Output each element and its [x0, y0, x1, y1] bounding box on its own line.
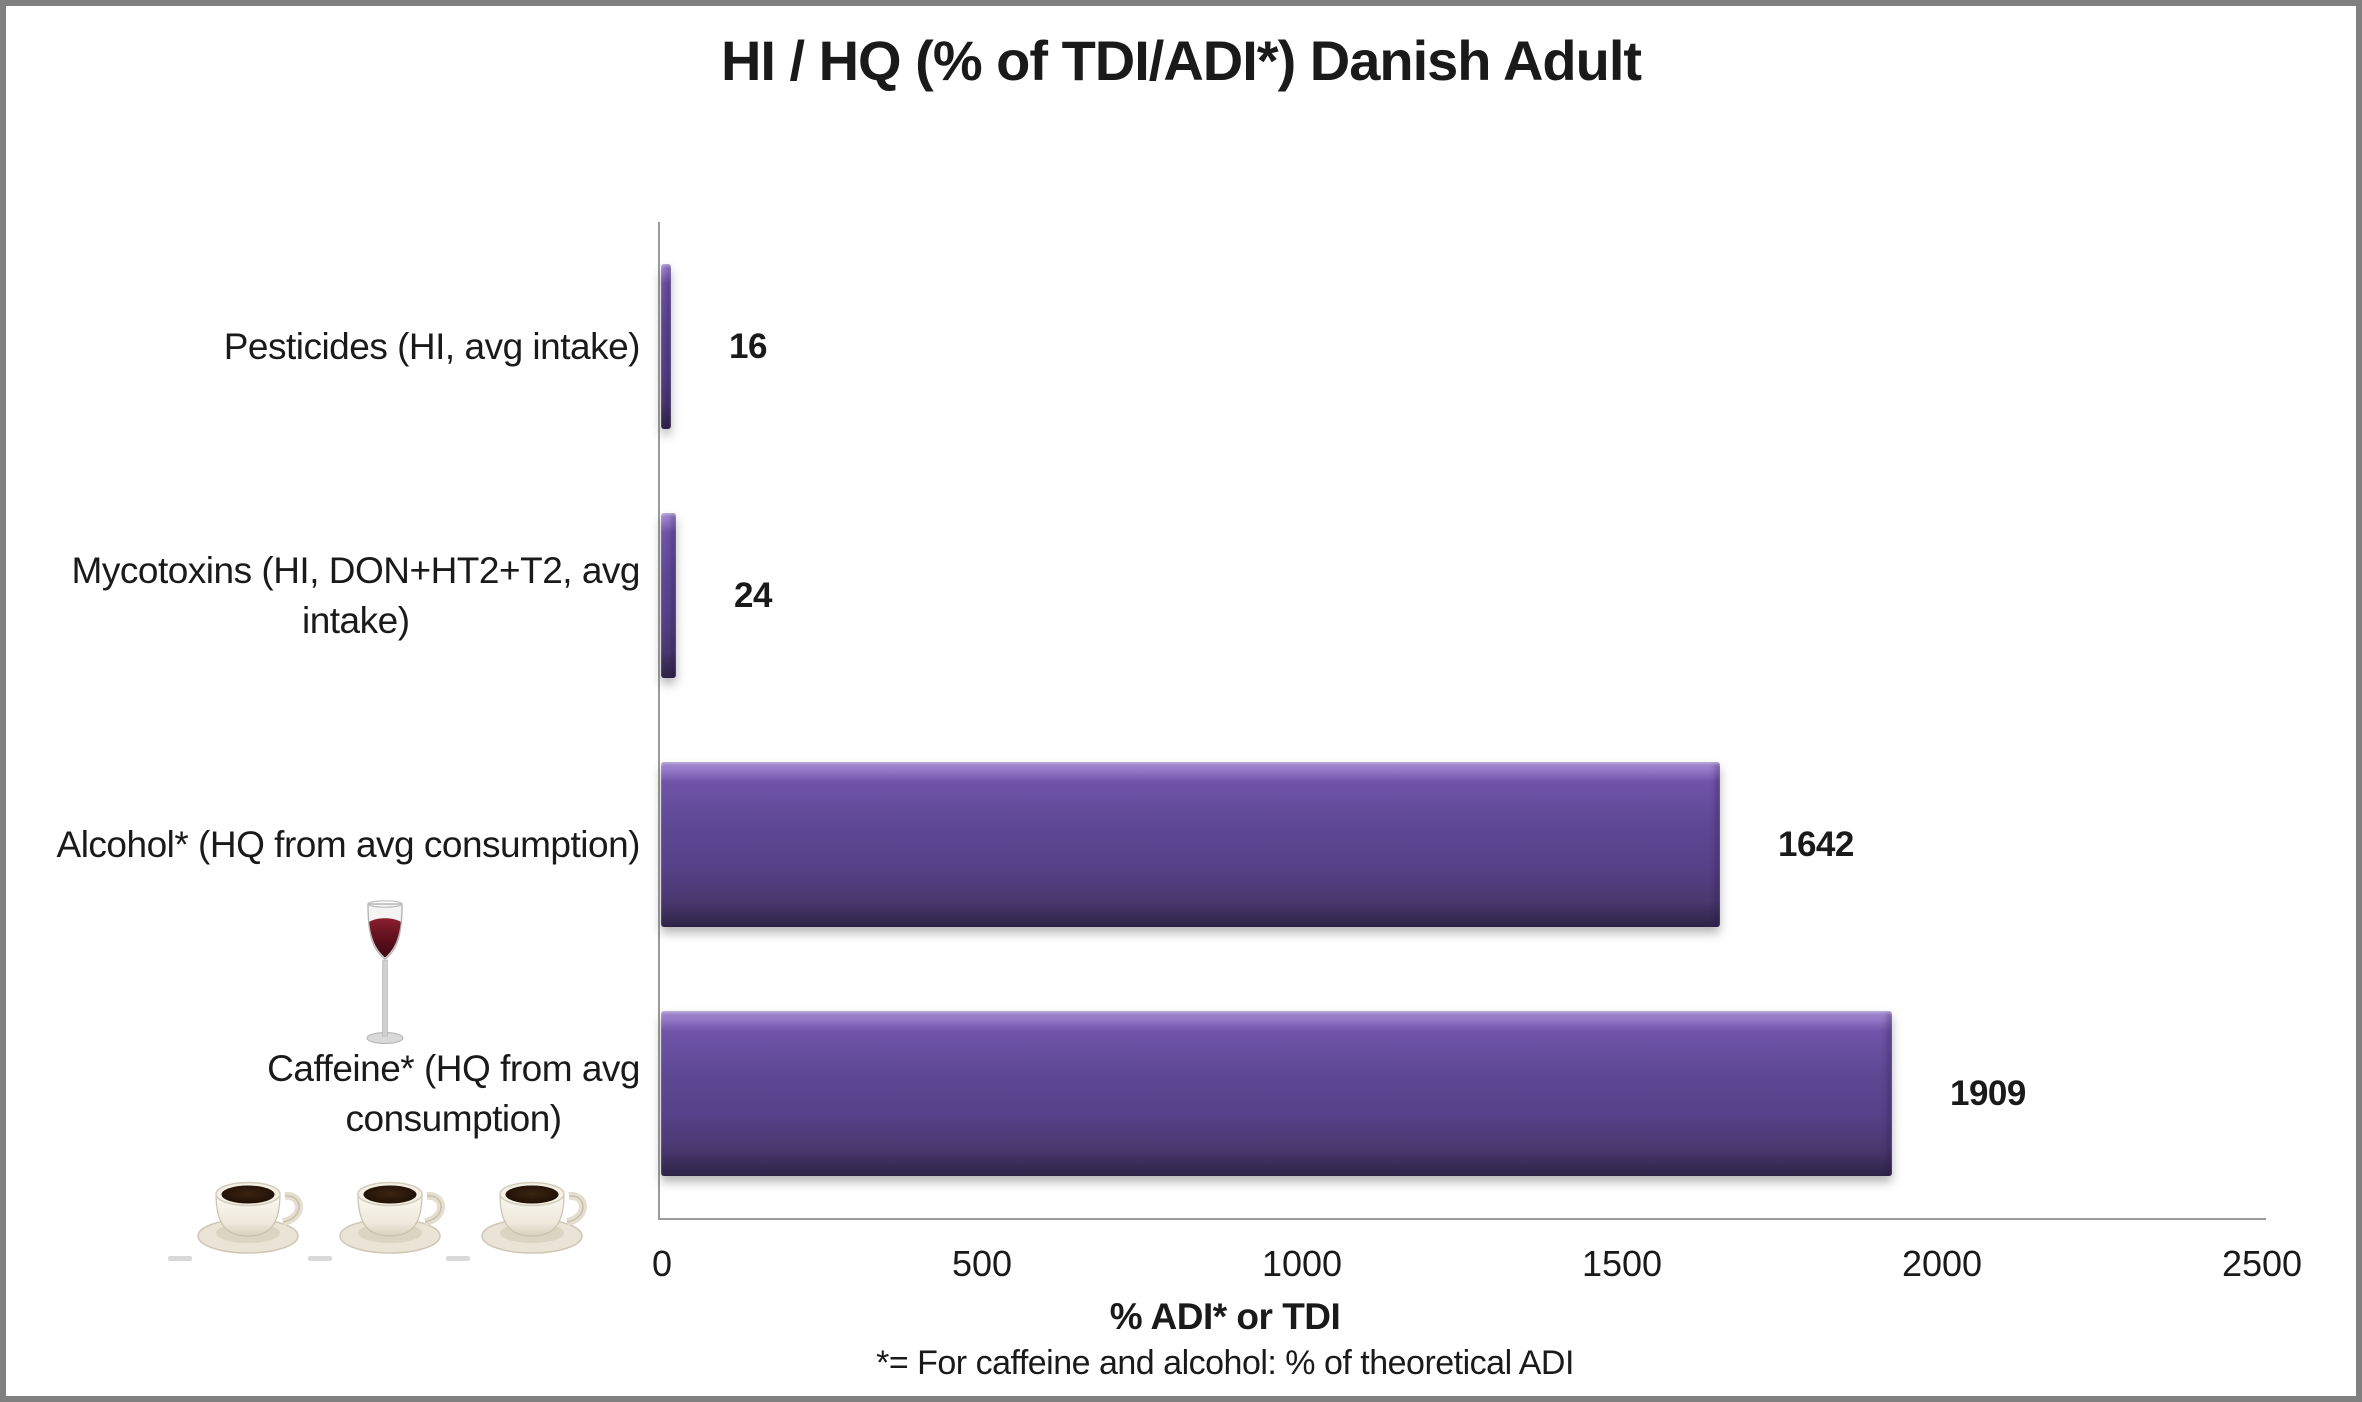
cup-watermark-mark: [168, 1256, 192, 1261]
x-tick-label: 500: [951, 1243, 1013, 1284]
x-axis-title: % ADI* or TDI: [1109, 1296, 1341, 1337]
coffee-cup-icon: [339, 1181, 445, 1254]
chart-title: HI / HQ (% of TDI/ADI*) Danish Adult: [720, 29, 1642, 92]
x-tick-label: 2500: [2221, 1243, 2303, 1284]
x-tick-label: 2000: [1901, 1243, 1983, 1284]
bar: [661, 513, 676, 678]
y-axis-line: [658, 222, 660, 1220]
bar: [661, 762, 1720, 927]
bar: [661, 1011, 1892, 1176]
value-label: 24: [734, 575, 772, 615]
category-label: Pesticides (HI, avg intake): [223, 325, 641, 367]
coffee-cup-icon: [481, 1181, 587, 1254]
coffee-cup-icon: [197, 1181, 303, 1254]
category-label: Mycotoxins (HI, DON+HT2+T2, avg intake): [71, 549, 641, 641]
x-tick-label: 0: [651, 1243, 673, 1284]
category-label: Caffeine* (HQ from avg consumption): [267, 1047, 640, 1139]
x-tick-label: 1500: [1581, 1243, 1663, 1284]
value-label: 1909: [1950, 1073, 2026, 1113]
wine-glass-icon: [366, 900, 404, 1044]
bar: [661, 264, 671, 429]
cup-watermark-mark: [308, 1256, 332, 1261]
chart-footnote: *= For caffeine and alcohol: % of theore…: [876, 1344, 1574, 1382]
value-label: 16: [729, 326, 767, 366]
category-label: Alcohol* (HQ from avg consumption): [56, 823, 641, 865]
value-label: 1642: [1778, 824, 1854, 864]
x-tick-label: 1000: [1261, 1243, 1343, 1284]
cup-watermark-mark: [446, 1256, 470, 1261]
x-axis-line: [658, 1218, 2266, 1220]
